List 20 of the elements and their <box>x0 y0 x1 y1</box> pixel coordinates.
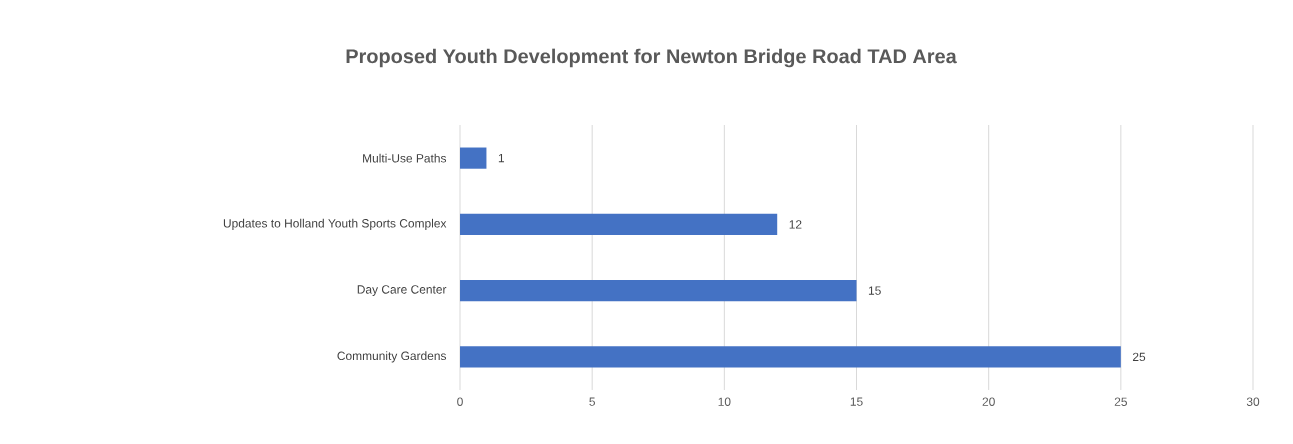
x-tick-label: 25 <box>1114 397 1127 406</box>
chart-title: Proposed Youth Development for Newton Bridge Road TAD Area <box>346 48 957 68</box>
data-label: 25 <box>1132 352 1146 362</box>
y-tick-label: Day Care Center <box>357 285 447 297</box>
bar <box>460 280 857 302</box>
data-label: 15 <box>868 286 881 295</box>
bar <box>460 147 487 169</box>
x-tick-label: 30 <box>1246 397 1260 406</box>
x-tick-label: 15 <box>850 397 863 406</box>
data-label: 12 <box>789 220 802 229</box>
x-tick-label: 10 <box>718 397 731 406</box>
y-tick-label: Updates to Holland Youth Sports Complex <box>223 218 447 230</box>
x-tick-label: 20 <box>982 397 995 406</box>
data-label: 1 <box>498 154 505 163</box>
x-tick-label: 0 <box>457 397 463 406</box>
x-tick-label: 5 <box>589 397 595 406</box>
y-tick-label: Multi-Use Paths <box>363 153 447 163</box>
y-tick-label: Community Gardens <box>337 351 447 363</box>
bar <box>460 346 1121 368</box>
bar <box>460 213 778 235</box>
